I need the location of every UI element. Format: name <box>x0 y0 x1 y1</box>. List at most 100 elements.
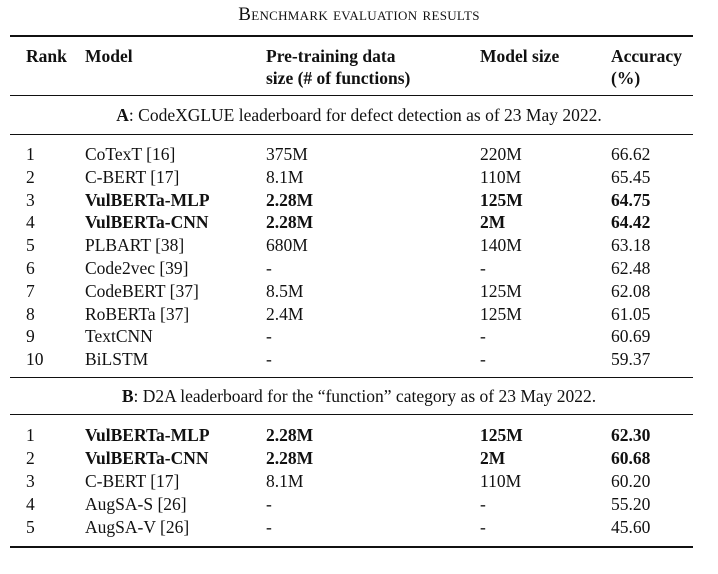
cell-model: CoTexT [16] <box>85 144 176 164</box>
cell-accuracy: 64.42 <box>611 212 651 233</box>
header-pretrain-line2: size (# of functions) <box>266 68 411 88</box>
cell-rank: 1 <box>26 144 35 164</box>
cell-rank: 4 <box>26 494 35 515</box>
cell-accuracy: 66.62 <box>611 144 651 164</box>
cell-model: AugSA-S [26] <box>85 494 187 515</box>
section-divider-rule <box>10 377 693 378</box>
cell-pretrain-size: 8.1M <box>266 166 304 187</box>
cell-pretrain-size: 2.4M <box>266 303 304 324</box>
cell-rank: 5 <box>26 235 35 256</box>
cell-rank: 2 <box>26 166 35 187</box>
cell-model-size: 125M <box>480 425 523 445</box>
table-row: 7 CodeBERT [37] 8.5M 125M 62.08 <box>0 280 718 303</box>
cell-accuracy: 62.08 <box>611 280 651 301</box>
cell-accuracy: 61.05 <box>611 303 651 324</box>
cell-model: CodeBERT [37] <box>85 280 199 301</box>
cell-pretrain-size: 2.28M <box>266 448 314 469</box>
table-row: 9 TextCNN - - 60.69 <box>0 325 718 348</box>
cell-model-size: 2M <box>480 212 506 233</box>
header-rule <box>10 95 693 96</box>
cell-model-size: 140M <box>480 235 522 256</box>
cell-model-size: 125M <box>480 189 523 210</box>
cell-accuracy: 65.45 <box>611 166 651 187</box>
cell-pretrain-size: 680M <box>266 235 308 256</box>
cell-model: VulBERTa-CNN <box>85 212 209 233</box>
table-row: 1 VulBERTa-MLP 2.28M 125M 62.30 <box>0 424 718 447</box>
cell-model: C-BERT [17] <box>85 166 180 187</box>
header-accuracy-line1: Accuracy <box>611 46 682 66</box>
cell-rank: 7 <box>26 280 35 301</box>
cell-model-size: 110M <box>480 471 522 492</box>
section-b-letter: B <box>121 386 134 406</box>
cell-rank: 3 <box>26 471 35 492</box>
cell-accuracy: 59.37 <box>611 349 651 370</box>
table-row: 6 Code2vec [39] - - 62.48 <box>0 257 718 280</box>
section-b-title: B: D2A leaderboard for the “function” ca… <box>0 385 718 408</box>
cell-model-size: 2M <box>480 448 506 469</box>
section-a-text: : CodeXGLUE leaderboard for defect detec… <box>128 105 602 125</box>
section-b-rule <box>10 414 693 415</box>
cell-model: AugSA-V [26] <box>85 517 190 538</box>
cell-model-size: - <box>480 349 486 370</box>
cell-accuracy: 62.30 <box>611 425 651 445</box>
cell-rank: 6 <box>26 258 35 278</box>
cell-pretrain-size: - <box>266 258 272 278</box>
cell-pretrain-size: - <box>266 326 272 347</box>
cell-pretrain-size: 8.5M <box>266 280 304 301</box>
cell-rank: 2 <box>26 448 35 469</box>
cell-rank: 9 <box>26 326 35 347</box>
table-row: 2 C-BERT [17] 8.1M 110M 65.45 <box>0 166 718 189</box>
cell-accuracy: 63.18 <box>611 235 651 256</box>
cell-model-size: - <box>480 326 486 347</box>
cell-model-size: 110M <box>480 166 522 187</box>
cell-rank: 8 <box>26 303 35 324</box>
cell-model-size: - <box>480 517 486 538</box>
cell-rank: 1 <box>26 425 35 445</box>
cell-pretrain-size: - <box>266 349 272 370</box>
section-a-letter: A <box>116 105 129 125</box>
cell-accuracy: 60.20 <box>611 471 651 492</box>
section-a-title: A: CodeXGLUE leaderboard for defect dete… <box>0 104 718 127</box>
cell-accuracy: 45.60 <box>611 517 651 538</box>
header-rank: Rank <box>26 46 67 66</box>
cell-pretrain-size: 2.28M <box>266 425 314 445</box>
cell-accuracy: 60.68 <box>611 448 651 469</box>
section-a-rule <box>10 134 693 135</box>
table-row: 4 AugSA-S [26] - - 55.20 <box>0 493 718 516</box>
top-rule <box>10 35 693 37</box>
table-caption: Benchmark evaluation results <box>238 4 480 25</box>
cell-accuracy: 60.69 <box>611 326 651 347</box>
bottom-rule <box>10 546 693 548</box>
cell-model: TextCNN <box>85 326 153 347</box>
section-b-text: : D2A leaderboard for the “function” cat… <box>133 386 597 406</box>
cell-rank: 4 <box>26 212 35 233</box>
cell-model-size: - <box>480 494 486 515</box>
table-row: 10 BiLSTM - - 59.37 <box>0 348 718 371</box>
cell-rank: 3 <box>26 189 35 210</box>
cell-accuracy: 55.20 <box>611 494 651 515</box>
cell-pretrain-size: - <box>266 494 272 515</box>
cell-model: VulBERTa-CNN <box>85 448 209 469</box>
table-row: 8 RoBERTa [37] 2.4M 125M 61.05 <box>0 303 718 326</box>
cell-pretrain-size: 8.1M <box>266 471 304 492</box>
cell-rank: 10 <box>26 349 44 370</box>
cell-model-size: 125M <box>480 280 522 301</box>
cell-model: RoBERTa [37] <box>85 303 190 324</box>
cell-model-size: 220M <box>480 144 522 164</box>
header-model-size: Model size <box>480 46 560 66</box>
cell-accuracy: 64.75 <box>611 189 651 210</box>
cell-model: VulBERTa-MLP <box>85 425 210 445</box>
cell-accuracy: 62.48 <box>611 258 651 278</box>
cell-pretrain-size: 375M <box>266 144 308 164</box>
table-row: 5 PLBART [38] 680M 140M 63.18 <box>0 234 718 257</box>
table-row: 4 VulBERTa-CNN 2.28M 2M 64.42 <box>0 211 718 234</box>
cell-model: BiLSTM <box>85 349 149 370</box>
table-row: 2 VulBERTa-CNN 2.28M 2M 60.68 <box>0 447 718 470</box>
cell-pretrain-size: - <box>266 517 272 538</box>
table-row: 1 CoTexT [16] 375M 220M 66.62 <box>0 143 718 166</box>
cell-model: C-BERT [17] <box>85 471 180 492</box>
table-row: 3 C-BERT [17] 8.1M 110M 60.20 <box>0 470 718 493</box>
cell-model: Code2vec [39] <box>85 258 189 278</box>
cell-model: VulBERTa-MLP <box>85 189 210 210</box>
header-pretrain-line1: Pre-training data <box>266 46 396 66</box>
